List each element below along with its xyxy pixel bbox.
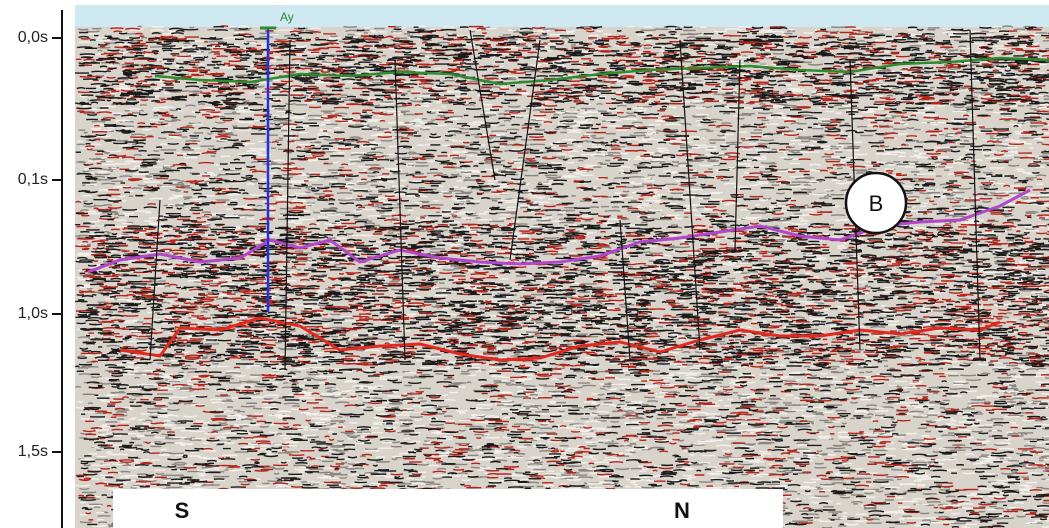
tick-label: 1,5s — [18, 443, 48, 460]
sky-band — [75, 5, 1049, 27]
tick-label: 0,1s — [18, 171, 48, 188]
marker-label: B — [869, 191, 884, 216]
tick-label: 1,0s — [18, 305, 48, 322]
well-label: Ay — [280, 10, 294, 24]
direction-right: N — [674, 498, 690, 523]
tick-label: 0,0s — [18, 29, 48, 46]
direction-left: S — [175, 498, 190, 523]
time-ticks: 0,0s 0,1s 1,0s 1,5s — [18, 29, 62, 460]
